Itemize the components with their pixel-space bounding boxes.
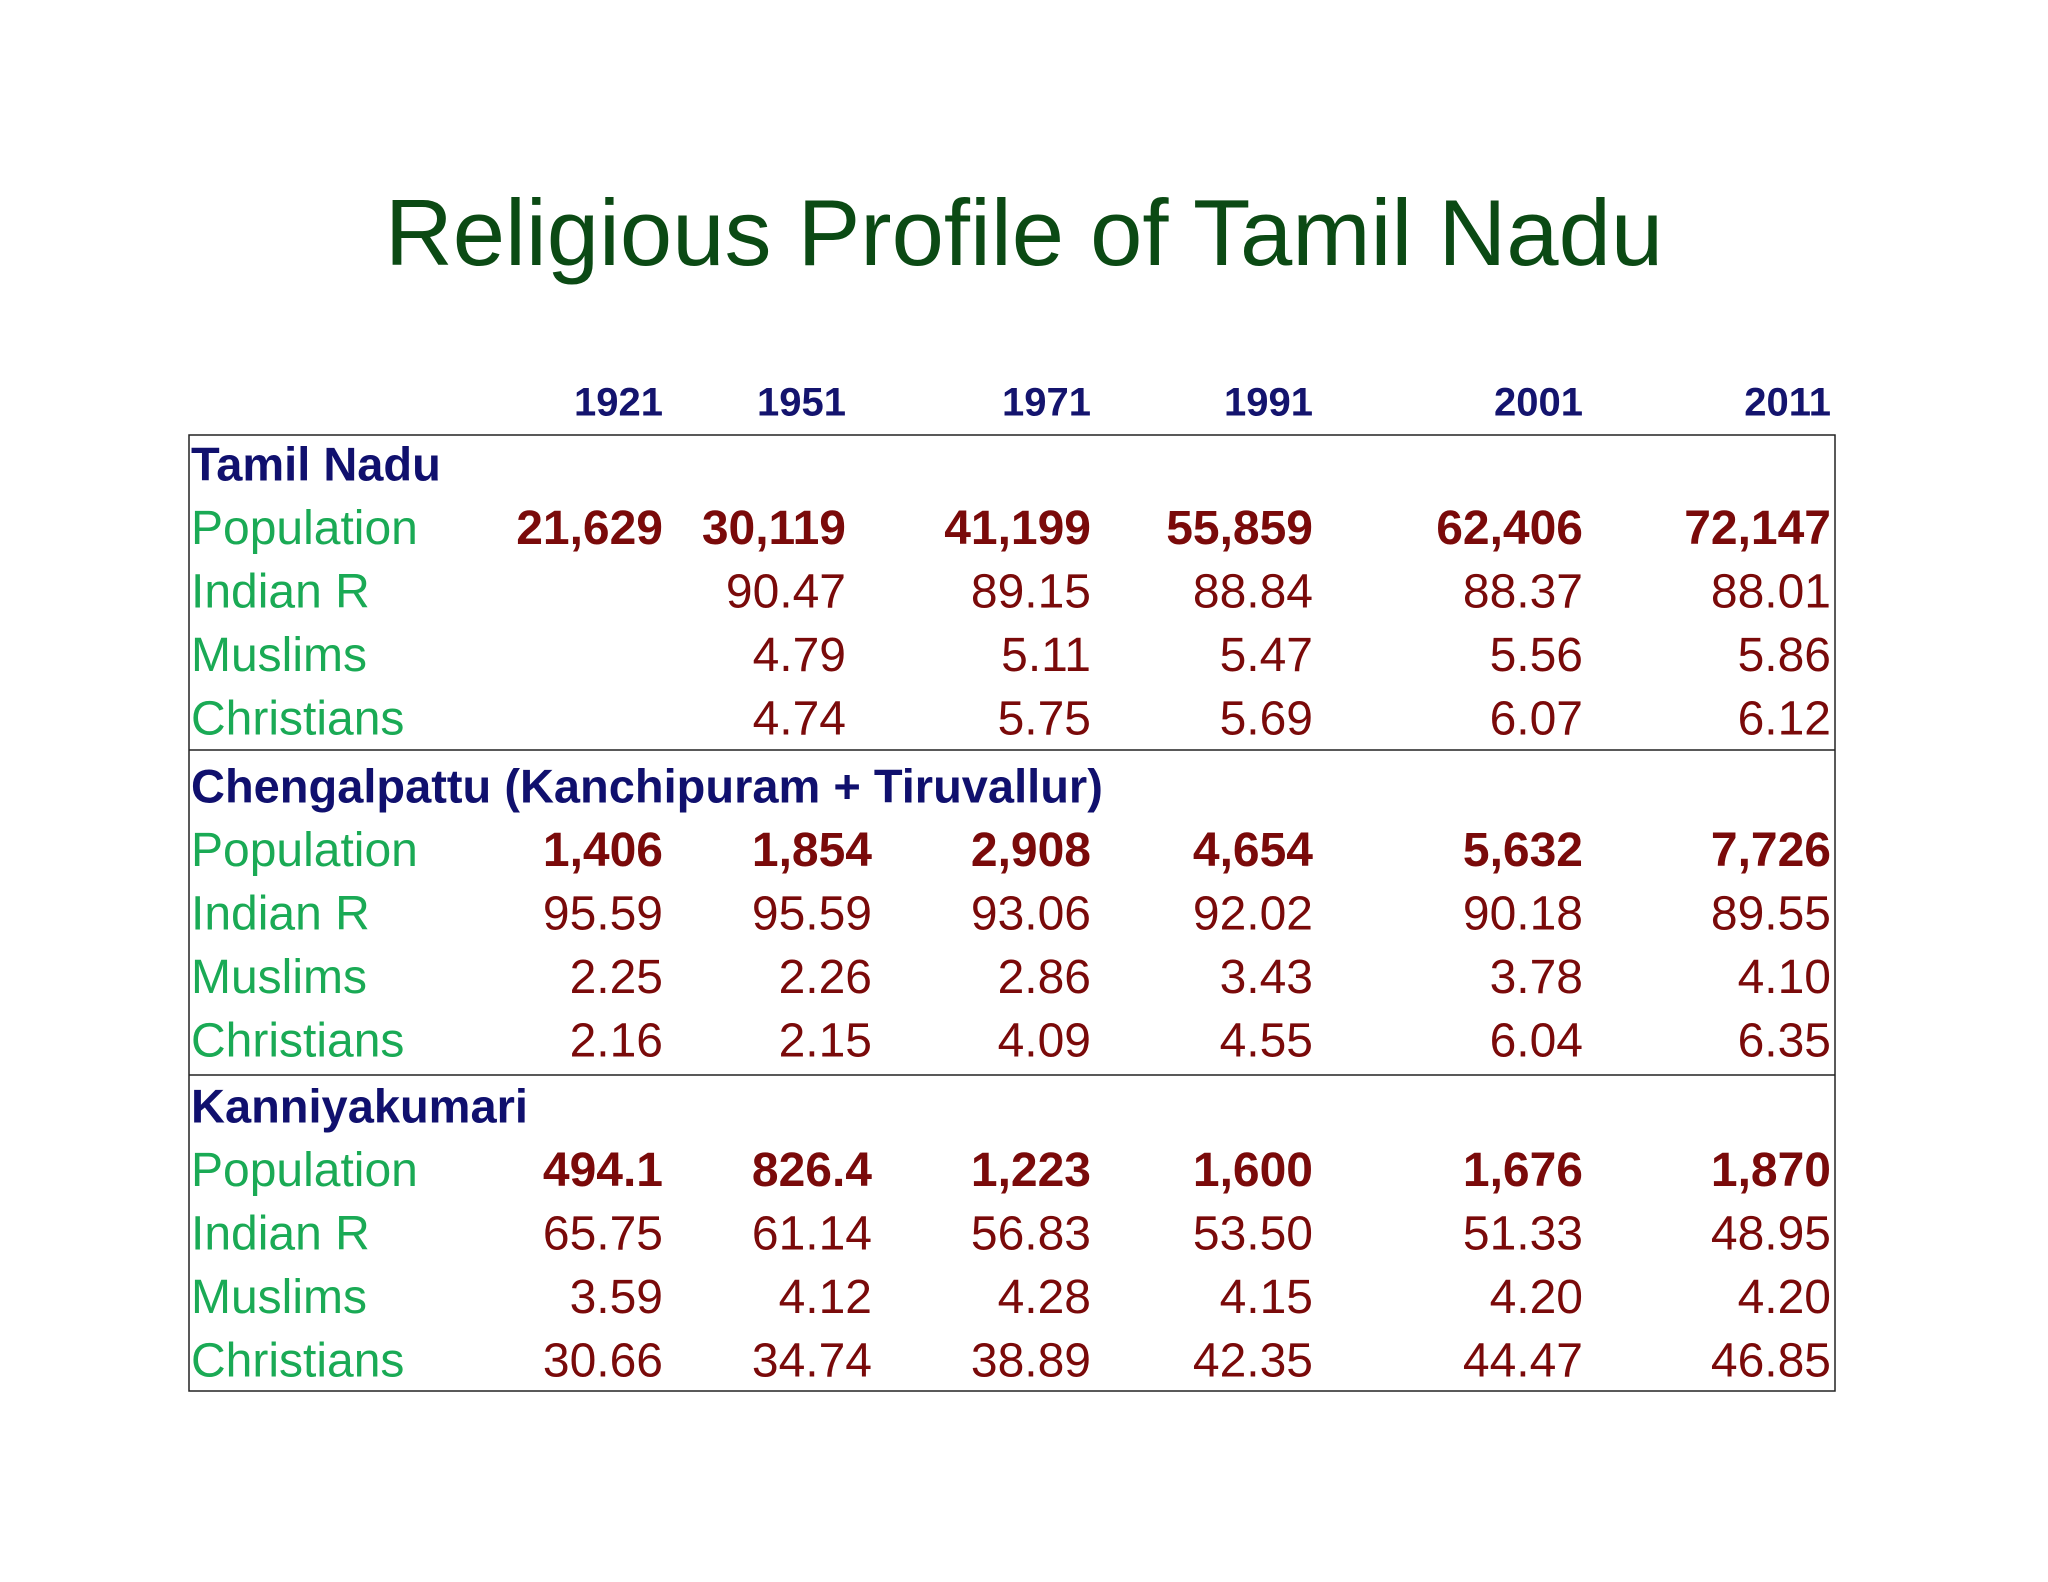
- cell-value: 3.43: [1220, 951, 1313, 1004]
- cell-value: 62,406: [1436, 502, 1583, 555]
- row-label: Muslims: [191, 951, 367, 1004]
- table-border: [188, 434, 1836, 1392]
- cell-value: 90.47: [726, 565, 846, 618]
- cell-value: 93.06: [971, 887, 1091, 940]
- cell-value: 51.33: [1463, 1207, 1583, 1260]
- column-header: 1971: [1002, 381, 1091, 425]
- row-label: Indian R: [191, 1207, 370, 1260]
- row-label: Christians: [191, 692, 404, 745]
- cell-value: 4.79: [753, 629, 846, 682]
- row-label: Christians: [191, 1334, 404, 1387]
- cell-value: 95.59: [752, 887, 872, 940]
- cell-value: 1,600: [1193, 1144, 1313, 1197]
- section-title: Kanniyakumari: [191, 1079, 528, 1132]
- cell-value: 2,908: [971, 824, 1091, 877]
- cell-value: 1,223: [971, 1144, 1091, 1197]
- cell-value: 1,676: [1463, 1144, 1583, 1197]
- cell-value: 826.4: [752, 1144, 872, 1197]
- cell-value: 4.55: [1220, 1014, 1313, 1067]
- cell-value: 44.47: [1463, 1334, 1583, 1387]
- row-label: Muslims: [191, 1271, 367, 1324]
- cell-value: 6.12: [1738, 692, 1831, 745]
- column-header: 2011: [1744, 381, 1831, 425]
- section-title: Tamil Nadu: [191, 437, 441, 490]
- cell-value: 4.20: [1738, 1271, 1831, 1324]
- cell-value: 88.01: [1711, 565, 1831, 618]
- cell-value: 5.86: [1738, 629, 1831, 682]
- cell-value: 1,854: [752, 824, 872, 877]
- cell-value: 92.02: [1193, 887, 1313, 940]
- cell-value: 72,147: [1684, 502, 1831, 555]
- row-label: Population: [191, 502, 418, 555]
- cell-value: 21,629: [516, 502, 663, 555]
- column-header: 1921: [574, 381, 663, 425]
- cell-value: 2.26: [779, 951, 872, 1004]
- cell-value: 42.35: [1193, 1334, 1313, 1387]
- cell-value: 1,406: [543, 824, 663, 877]
- cell-value: 56.83: [971, 1207, 1091, 1260]
- cell-value: 4.74: [753, 692, 846, 745]
- row-label: Christians: [191, 1014, 404, 1067]
- cell-value: 89.15: [971, 565, 1091, 618]
- cell-value: 1,870: [1711, 1144, 1831, 1197]
- cell-value: 55,859: [1166, 502, 1313, 555]
- cell-value: 4.09: [998, 1014, 1091, 1067]
- cell-value: 4.15: [1220, 1271, 1313, 1324]
- cell-value: 6.04: [1490, 1014, 1583, 1067]
- cell-value: 88.84: [1193, 565, 1313, 618]
- cell-value: 6.07: [1490, 692, 1583, 745]
- row-label: Indian R: [191, 887, 370, 940]
- cell-value: 5.75: [998, 692, 1091, 745]
- cell-value: 2.86: [998, 951, 1091, 1004]
- cell-value: 90.18: [1463, 887, 1583, 940]
- cell-value: 61.14: [752, 1207, 872, 1260]
- row-label: Muslims: [191, 629, 367, 682]
- cell-value: 494.1: [543, 1144, 663, 1197]
- cell-value: 2.25: [570, 951, 663, 1004]
- cell-value: 4.10: [1738, 951, 1831, 1004]
- cell-value: 2.16: [570, 1014, 663, 1067]
- cell-value: 6.35: [1738, 1014, 1831, 1067]
- cell-value: 41,199: [944, 502, 1091, 555]
- cell-value: 4,654: [1193, 824, 1313, 877]
- column-header: 2001: [1494, 381, 1583, 425]
- cell-value: 5.56: [1490, 629, 1583, 682]
- row-label: Indian R: [191, 565, 370, 618]
- section-title: Chengalpattu (Kanchipuram + Tiruvallur): [191, 759, 1103, 812]
- column-header: 1951: [757, 381, 846, 425]
- cell-value: 5,632: [1463, 824, 1583, 877]
- column-header: 1991: [1224, 381, 1313, 425]
- row-label: Population: [191, 1144, 418, 1197]
- cell-value: 2.15: [779, 1014, 872, 1067]
- cell-value: 53.50: [1193, 1207, 1313, 1260]
- cell-value: 65.75: [543, 1207, 663, 1260]
- cell-value: 5.11: [1001, 629, 1091, 682]
- cell-value: 30.66: [543, 1334, 663, 1387]
- cell-value: 88.37: [1463, 565, 1583, 618]
- row-label: Population: [191, 824, 418, 877]
- cell-value: 3.59: [570, 1271, 663, 1324]
- cell-value: 4.12: [779, 1271, 872, 1324]
- cell-value: 5.47: [1220, 629, 1313, 682]
- cell-value: 4.20: [1490, 1271, 1583, 1324]
- cell-value: 7,726: [1711, 824, 1831, 877]
- slide-title: Religious Profile of Tamil Nadu: [385, 180, 1663, 285]
- cell-value: 3.78: [1490, 951, 1583, 1004]
- cell-value: 38.89: [971, 1334, 1091, 1387]
- cell-value: 48.95: [1711, 1207, 1831, 1260]
- cell-value: 95.59: [543, 887, 663, 940]
- cell-value: 34.74: [752, 1334, 872, 1387]
- cell-value: 46.85: [1711, 1334, 1831, 1387]
- cell-value: 89.55: [1711, 887, 1831, 940]
- cell-value: 5.69: [1220, 692, 1313, 745]
- cell-value: 30,119: [702, 502, 846, 555]
- cell-value: 4.28: [998, 1271, 1091, 1324]
